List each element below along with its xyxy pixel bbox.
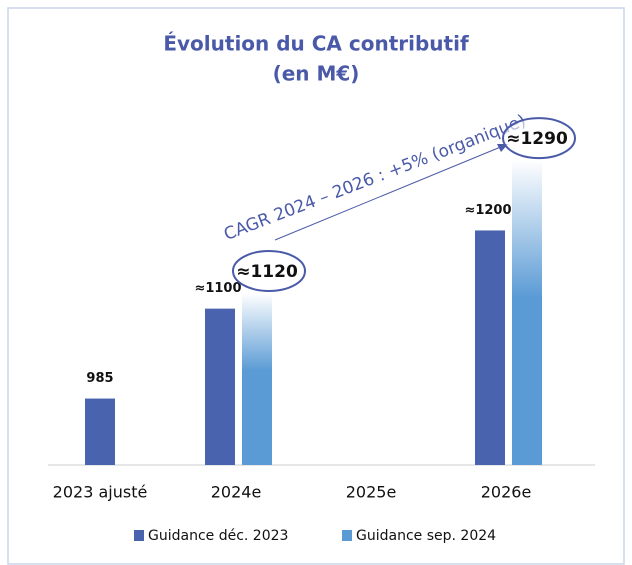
x-tick-label: 2025e [346,483,397,502]
legend-swatch [134,530,144,541]
data-label: ≈1290 [506,129,568,149]
bar [85,398,115,465]
data-label: ≈1100 [194,281,241,296]
x-tick-label: 2023 ajusté [53,483,148,502]
bar [512,160,542,465]
cagr-arrow [274,145,504,241]
bar [205,308,235,465]
x-tick-label: 2024e [211,483,262,502]
data-label: 985 [86,371,113,386]
label-circle [502,117,576,160]
bar [242,293,272,465]
legend-swatch [342,530,352,541]
frame [7,7,625,565]
legend-label: Guidance sep. 2024 [356,528,496,544]
chart-subtitle: (en M€) [273,62,360,86]
legend-label: Guidance déc. 2023 [148,528,288,544]
label-circle [232,250,306,292]
data-label: ≈1200 [464,203,511,218]
chart-title: Évolution du CA contributif [163,32,469,56]
bar [475,230,505,465]
annotation: CAGR 2024 – 2026 : +5% (organique) [221,111,528,245]
data-label: ≈1120 [236,262,298,282]
x-tick-label: 2026e [481,483,532,502]
